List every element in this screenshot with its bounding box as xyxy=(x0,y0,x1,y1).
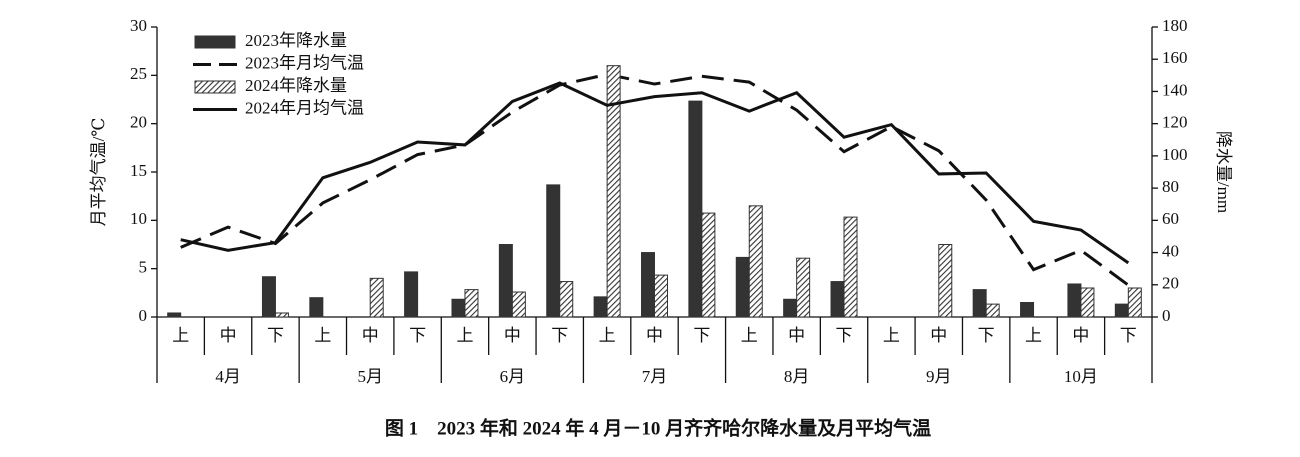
bar xyxy=(735,256,750,318)
bar xyxy=(641,252,655,318)
x-tick-label: 下 xyxy=(693,326,710,345)
bar xyxy=(654,274,668,318)
bar xyxy=(274,312,289,318)
x-tick-label: 下 xyxy=(978,326,995,345)
x-tick-label: 下 xyxy=(1120,326,1137,345)
bar xyxy=(796,257,811,318)
x-tick-label: 中 xyxy=(646,326,663,345)
y2-axis-label: 降水量/mm xyxy=(1214,131,1233,213)
y2-tick-label: 180 xyxy=(1162,16,1188,35)
bar xyxy=(830,281,845,318)
x-tick-label: 中 xyxy=(1072,326,1089,345)
x-tick-label: 上 xyxy=(599,326,616,345)
x-group-label: 6月 xyxy=(500,367,526,386)
bar xyxy=(1067,283,1082,318)
bar xyxy=(783,298,798,318)
bar xyxy=(546,184,561,318)
bar xyxy=(1114,303,1129,318)
y2-tick-label: 80 xyxy=(1162,177,1179,196)
y2-tick-label: 40 xyxy=(1162,241,1179,260)
y2-tick-label: 140 xyxy=(1162,80,1188,99)
bar xyxy=(606,65,621,318)
x-tick-label: 上 xyxy=(456,326,473,345)
bar xyxy=(1127,287,1142,318)
legend-label: 2024年月均气温 xyxy=(245,98,364,117)
bar xyxy=(167,312,182,318)
x-group-label: 5月 xyxy=(357,367,383,386)
x-tick-label: 中 xyxy=(220,326,237,345)
bar xyxy=(593,296,608,318)
y2-tick-label: 20 xyxy=(1162,274,1179,293)
legend-label: 2024年降水量 xyxy=(245,76,347,95)
x-tick-label: 下 xyxy=(836,326,853,345)
x-tick-label: 中 xyxy=(930,326,947,345)
x-tick-label: 中 xyxy=(504,326,521,345)
bar xyxy=(498,244,513,318)
x-group-label: 9月 xyxy=(926,367,952,386)
x-group-label: 10月 xyxy=(1064,367,1098,386)
x-tick-label: 中 xyxy=(362,326,379,345)
y-tick-label: 30 xyxy=(130,16,147,35)
x-tick-label: 下 xyxy=(267,326,284,345)
y-tick-label: 20 xyxy=(130,113,147,132)
bar xyxy=(404,271,419,318)
y2-tick-label: 60 xyxy=(1162,209,1179,228)
x-group-label: 7月 xyxy=(642,367,668,386)
y-tick-label: 25 xyxy=(130,64,147,83)
bar xyxy=(1020,302,1035,318)
y-axis-label: 月平均气温/℃ xyxy=(89,118,108,227)
line xyxy=(180,81,1130,265)
legend-label: 2023年降水量 xyxy=(245,31,347,50)
bar xyxy=(938,244,953,318)
chart-title: 图 1 2023 年和 2024 年 4 月－10 月齐齐哈尔降水量及月平均气温 xyxy=(385,416,931,439)
bar xyxy=(261,276,276,318)
x-tick-label: 上 xyxy=(1025,326,1042,345)
y2-tick-label: 120 xyxy=(1162,113,1188,132)
x-tick-label: 上 xyxy=(172,326,189,345)
y2-tick-label: 160 xyxy=(1162,48,1188,67)
bar xyxy=(972,289,987,318)
bar xyxy=(688,100,703,318)
legend-label: 2023年月均气温 xyxy=(245,53,364,72)
bar xyxy=(369,277,384,318)
x-tick-label: 上 xyxy=(314,326,331,345)
bar xyxy=(309,297,324,318)
legend-swatch xyxy=(194,35,236,49)
y-tick-label: 10 xyxy=(130,209,147,228)
x-tick-label: 上 xyxy=(883,326,900,345)
bar xyxy=(464,289,479,318)
y2-tick-label: 0 xyxy=(1162,306,1171,325)
x-group-label: 4月 xyxy=(215,367,241,386)
bar xyxy=(451,298,466,318)
y-tick-label: 0 xyxy=(139,306,148,325)
bar xyxy=(843,216,858,318)
x-tick-label: 上 xyxy=(741,326,758,345)
x-tick-label: 下 xyxy=(409,326,426,345)
line xyxy=(180,72,1130,287)
x-group-label: 8月 xyxy=(784,367,810,386)
y-tick-label: 5 xyxy=(139,258,148,277)
y-tick-label: 15 xyxy=(130,161,147,180)
bar xyxy=(748,205,763,318)
bar xyxy=(511,291,526,318)
y2-tick-label: 100 xyxy=(1162,145,1188,164)
x-tick-label: 中 xyxy=(788,326,805,345)
bar xyxy=(1080,287,1095,318)
bar xyxy=(559,281,574,318)
x-tick-label: 下 xyxy=(551,326,568,345)
bar xyxy=(985,303,1000,318)
bar xyxy=(701,212,716,318)
legend-swatch xyxy=(194,80,236,94)
